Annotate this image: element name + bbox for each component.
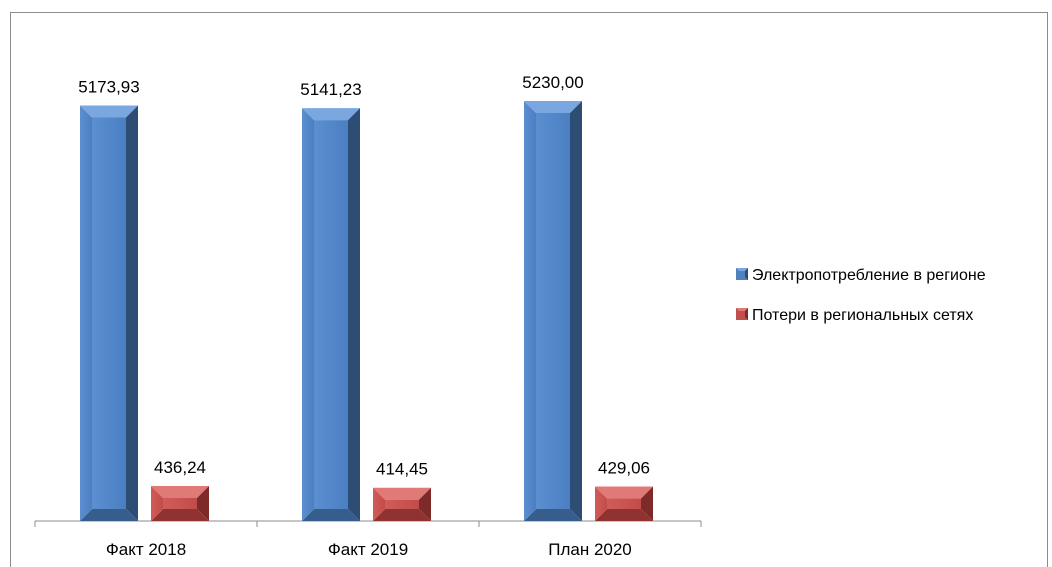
bar-bevel-top: [151, 485, 209, 498]
data-label-факт-2019-series-1: 5141,23: [300, 80, 361, 99]
bar-bevel-top: [80, 105, 138, 118]
bar-bevel-top: [302, 108, 360, 121]
bar-bevel-left: [80, 105, 92, 522]
bar-face: [314, 120, 348, 509]
data-labels: 5173,93 5141,23 5230,00 436,24 414,45 429,06: [78, 73, 650, 479]
bar-bevel-bottom: [151, 509, 209, 521]
bar-bevel-left: [151, 485, 163, 521]
bar-bevel-right: [419, 487, 431, 521]
bar-план-2020-series-2: [595, 486, 653, 521]
x-axis: [34, 520, 702, 527]
bar-bevel-right: [641, 486, 653, 521]
bar-bevel-left: [373, 487, 385, 521]
x-tick-label-факт-2019: Факт 2019: [328, 540, 408, 559]
legend-swatch-bevel: [736, 268, 748, 271]
bar-план-2020-series-1: [524, 101, 582, 521]
bar-факт-2018-series-2: [151, 485, 209, 521]
legend: Электропотребление в регионе Потери в рег…: [736, 267, 986, 324]
legend-label-series-2: Потери в региональных сетях: [752, 307, 973, 324]
bar-факт-2018-series-1: [80, 105, 138, 522]
data-label-план-2020-series-2: 429,06: [598, 459, 650, 478]
x-tick-label-факт-2018: Факт 2018: [106, 540, 186, 559]
bar-факт-2019-series-1: [302, 108, 360, 521]
data-label-план-2020-series-1: 5230,00: [522, 73, 583, 92]
bar-bevel-left: [595, 486, 607, 521]
bar-bevel-bottom: [302, 509, 360, 521]
legend-swatch-bevel: [745, 308, 748, 320]
bar-факт-2019-series-2: [373, 487, 431, 521]
legend-label-series-1: Электропотребление в регионе: [752, 267, 986, 284]
x-tick-label-план-2020: План 2020: [548, 540, 632, 559]
data-label-факт-2018-series-2: 436,24: [154, 458, 206, 477]
data-label-факт-2018-series-1: 5173,93: [78, 78, 139, 97]
bar-bevel-right: [348, 108, 360, 521]
bar-bevel-left: [524, 101, 536, 521]
legend-item-series-2: Потери в региональных сетях: [736, 307, 973, 324]
bar-bevel-right: [570, 101, 582, 521]
bar-bevel-bottom: [373, 509, 431, 521]
bar-face: [163, 497, 197, 509]
bar-bevel-left: [302, 108, 314, 521]
bar-bevel-top: [595, 486, 653, 499]
bar-bevel-bottom: [80, 509, 138, 521]
bar-bevel-top: [524, 101, 582, 113]
x-tick-labels: Факт 2018 Факт 2019 План 2020: [106, 540, 632, 559]
bar-face: [607, 498, 641, 509]
data-label-факт-2019-series-2: 414,45: [376, 460, 428, 479]
bar-bevel-right: [197, 485, 209, 521]
bar-bevel-top: [373, 487, 431, 500]
legend-swatch-bevel: [736, 308, 748, 311]
bar-face: [536, 113, 570, 509]
bar-bevel-right: [126, 105, 138, 522]
bar-bevel-bottom: [524, 509, 582, 521]
bar-face: [385, 499, 419, 509]
bar-bevel-bottom: [595, 509, 653, 521]
bar-face: [92, 117, 126, 510]
chart-frame: [10, 12, 1048, 567]
bars: [80, 101, 653, 522]
legend-swatch-bevel: [745, 268, 748, 280]
legend-item-series-1: Электропотребление в регионе: [736, 267, 986, 284]
